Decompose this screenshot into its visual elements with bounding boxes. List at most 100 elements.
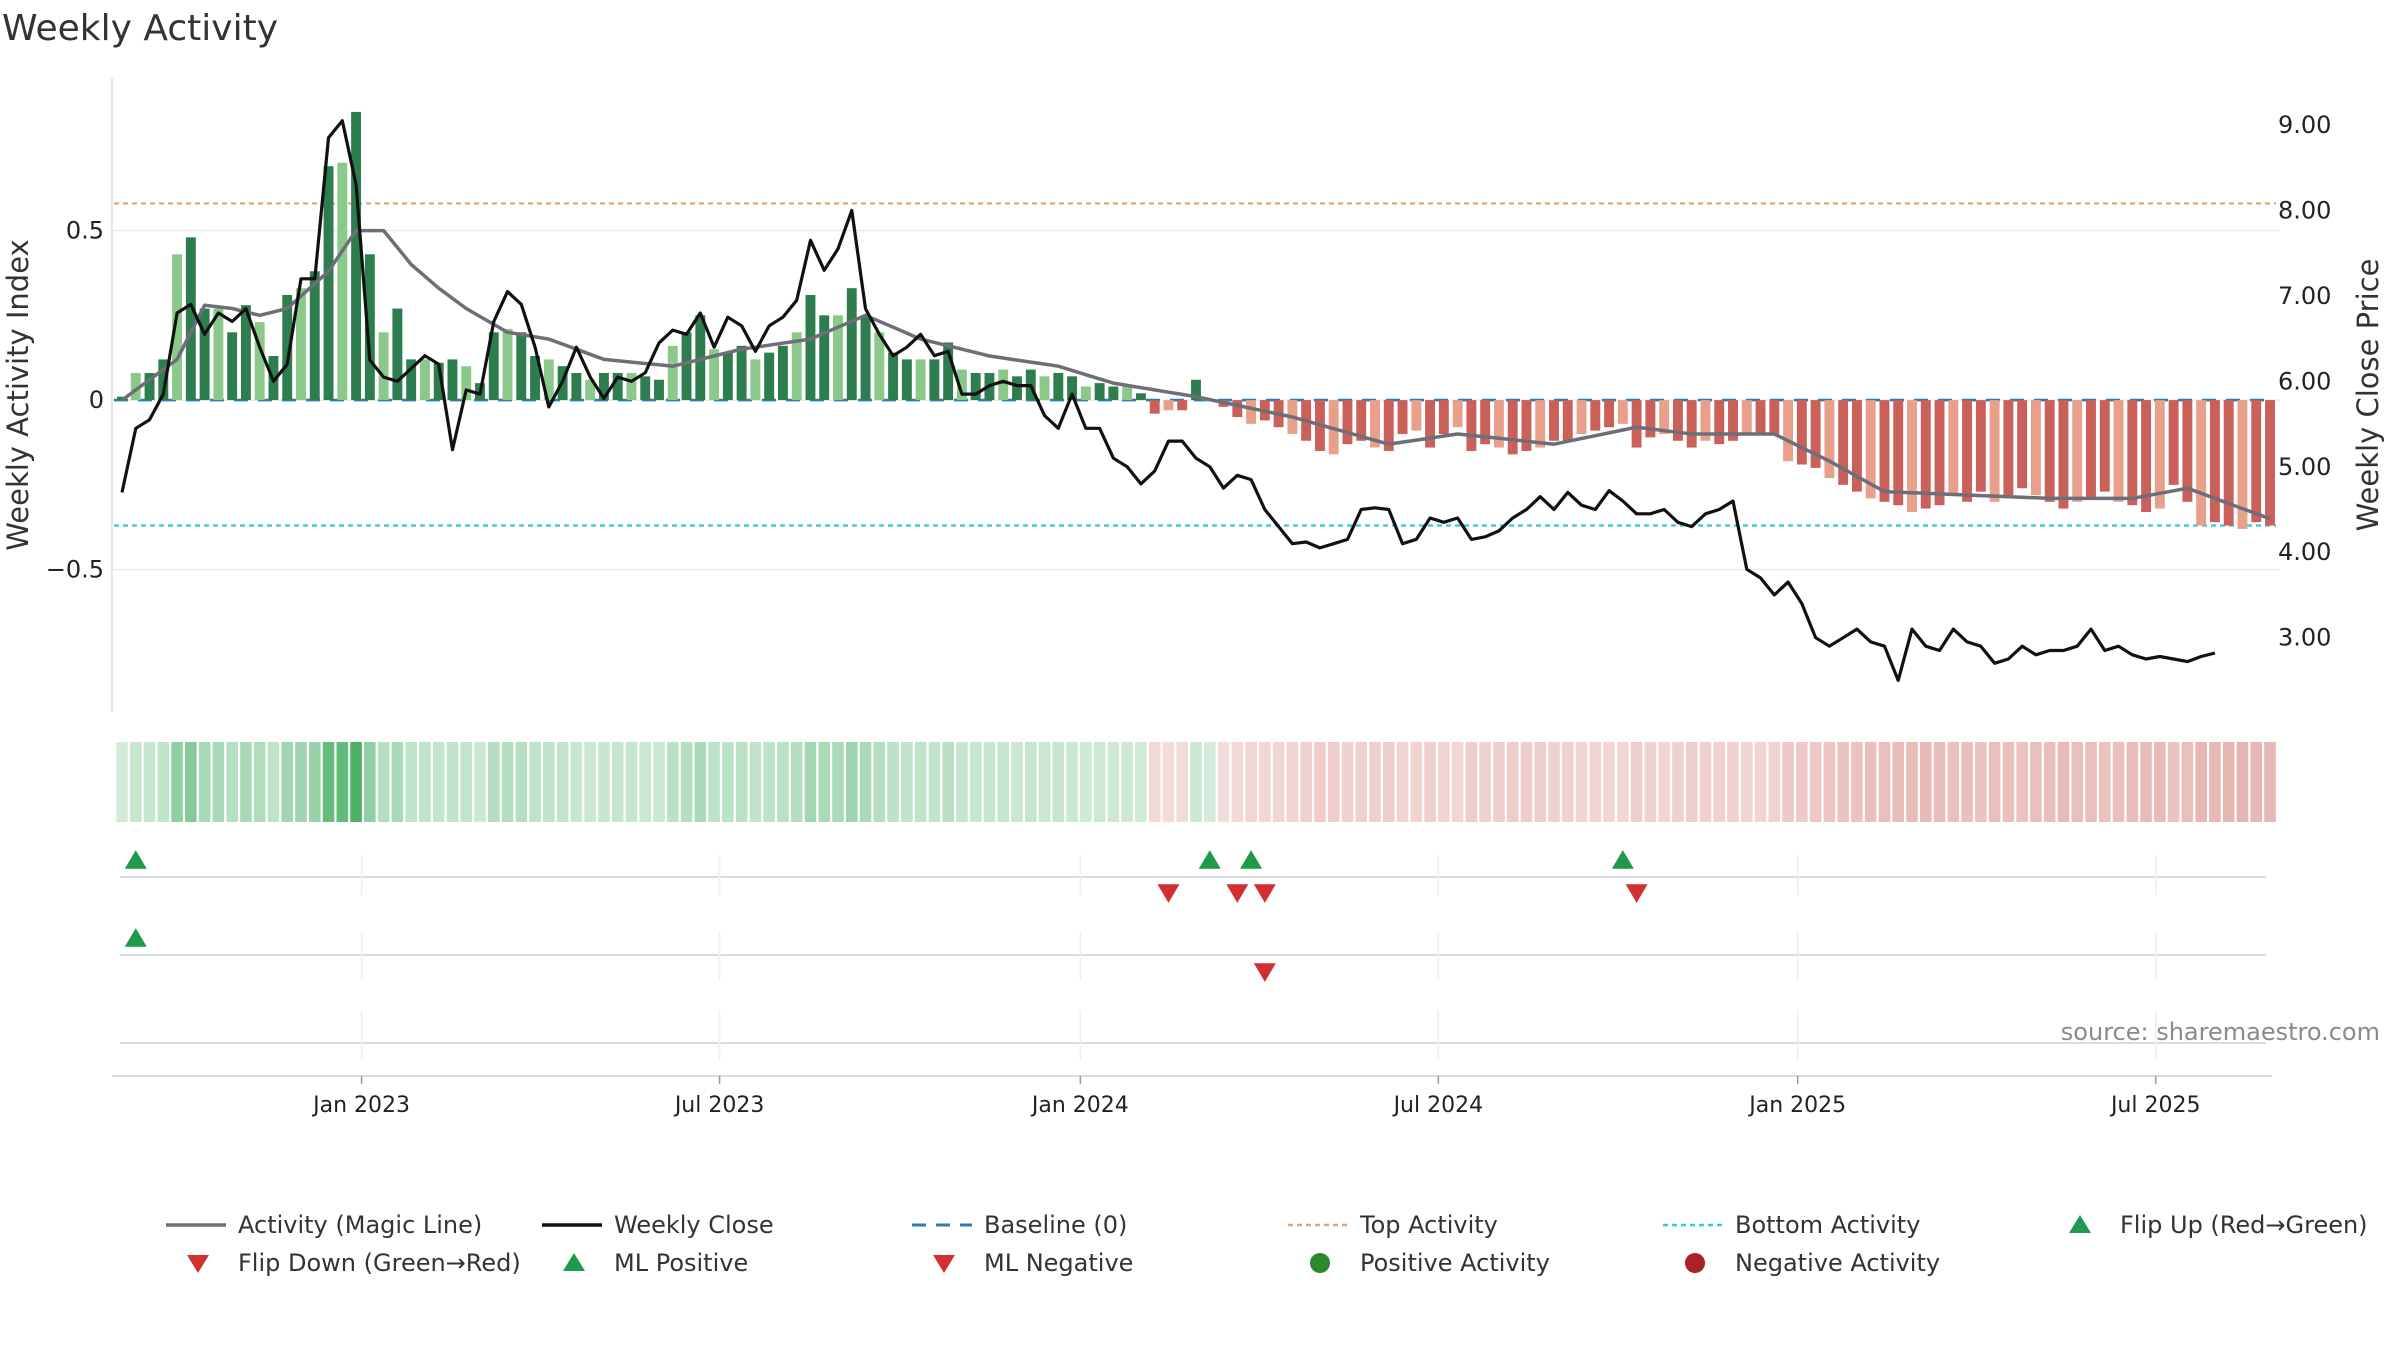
heat-strip-cell [777,742,789,822]
activity-bar [2003,400,2014,496]
heat-strip-cell [639,742,652,822]
heat-strip-cell [1424,742,1436,822]
activity-bar [833,315,843,401]
activity-bar [185,237,196,401]
heat-strip-cell [2126,742,2139,822]
activity-bar [764,352,775,401]
activity-bar [1865,400,1876,499]
activity-bar [1094,383,1105,401]
legend-label: Weekly Close [614,1211,774,1239]
heat-strip-cell [694,742,707,822]
heat-strip-cell [405,742,417,822]
date-axis: Jan 2023 Jul 2023 Jan 2024 Jul 2024 Jan 2025… [112,855,2272,1118]
activity-bar [1370,400,1380,448]
activity-bar [667,345,678,401]
heat-strip-cell [1396,742,1409,822]
activity-bar [516,332,527,401]
x-tick-label: Jul 2023 [673,1093,765,1118]
activity-bar [1191,379,1201,401]
activity-bar [1535,400,1546,448]
activity-bar [447,359,458,401]
y-right-tick-label: 3.00 [2278,624,2331,652]
heat-strip-cell [1327,742,1340,822]
legend-swatch-down-triangle [933,1255,955,1273]
heat-strip-cell [281,742,294,822]
heat-strip-cell [1589,742,1602,822]
magic-line [120,228,2271,521]
activity-bar [943,342,954,401]
activity-bar [1893,400,1904,506]
heat-strip-cell [1465,742,1478,822]
activity-bar [1769,400,1780,434]
legend-label: Flip Down (Green→Red) [238,1249,521,1277]
activity-bar [2058,400,2069,509]
heat-strip-cell [1024,742,1037,822]
activity-bar [901,359,912,401]
activity-bar [1714,400,1725,445]
heat-strip-cell [240,742,252,822]
activity-bar [1962,400,1973,502]
activity-bar [1493,400,1504,448]
heat-strip-cell [226,742,238,822]
heat-strip-cell [1727,742,1739,822]
heat-strip-cell [653,742,665,822]
activity-bar [1631,400,1642,448]
activity-bar [1411,400,1422,431]
heat-strip-cell [1093,742,1106,822]
heat-strip-cell [1975,742,1987,822]
heat-strip-cell [570,742,583,822]
heat-strip-cell [171,742,183,822]
activity-bar [1989,400,2000,502]
heat-strip-cell [1286,742,1299,822]
activity-bar [2127,400,2138,506]
activity-bar [1948,400,1959,496]
activity-bar [1012,376,1022,401]
heat-strip-cell [1603,742,1615,822]
activity-bar [2223,400,2234,526]
heat-strip-cell [1162,742,1175,822]
chart-title: Weekly Activity [2,8,278,49]
activity-bar [1562,400,1573,441]
flip-marker-rows [120,850,2266,1044]
activity-bar [1053,372,1064,401]
activity-bar [1383,400,1394,451]
heat-strip-cell [419,742,431,822]
activity-bar [351,111,362,401]
heat-strip-cell [143,742,156,822]
ml-negative-marker [1253,963,1276,982]
heat-strip-cell [336,742,349,822]
activity-bar [1163,400,1174,411]
heat-strip-cell [185,742,197,822]
activity-bar [1796,400,1807,465]
heat-strip-cell [1947,742,1960,822]
heat-strip-cell [2264,742,2276,822]
activity-bar [654,379,664,401]
y-axis-left-label: Weekly Activity Index [1,239,35,550]
activity-bar [530,356,541,401]
heat-strip-cell [1878,742,1891,822]
weekly-close-line [120,119,2216,683]
activity-bar [956,369,967,401]
activity-bar [722,352,733,401]
activity-bar [1466,400,1477,451]
heat-strip-cell [377,742,390,822]
heat-strip-cell [1933,742,1946,822]
heat-strip-cell [1713,742,1726,822]
activity-bar [282,294,293,401]
heat-strip-cell [2071,742,2084,822]
activity-bar [1617,400,1628,424]
y-left-tick-label: 0 [89,386,104,414]
activity-bar [2099,400,2110,492]
heat-strip-cell [487,742,500,822]
activity-bar [1879,400,1890,502]
activity-bar [1975,400,1986,492]
heat-strip-cell [295,742,307,822]
heat-strip-cell [611,742,624,822]
activity-bar [626,372,637,401]
activity-bar [2030,400,2041,496]
reference-lines [114,202,2276,527]
activity-bar [433,362,444,401]
heat-strip-cell [928,742,941,822]
activity-bar [1576,400,1587,434]
